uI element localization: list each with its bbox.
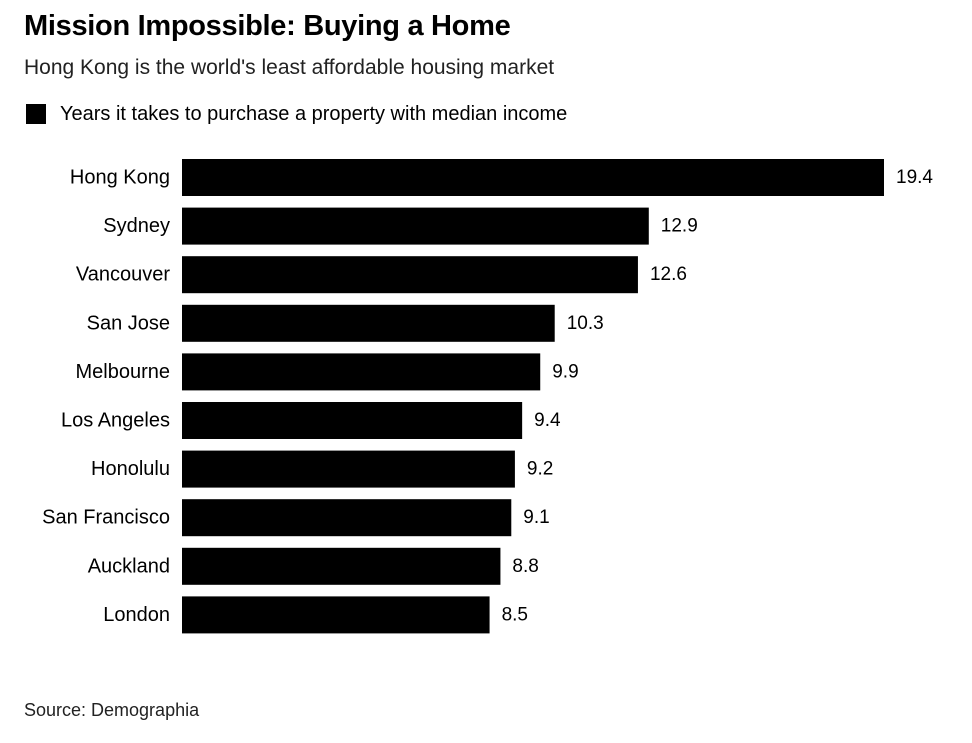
category-label-sydney: Sydney xyxy=(103,215,170,237)
value-label-sydney: 12.9 xyxy=(661,216,698,237)
value-label-hong-kong: 19.4 xyxy=(896,167,933,188)
legend-swatch xyxy=(26,104,46,124)
bar-melbourne xyxy=(182,353,541,391)
category-label-vancouver: Vancouver xyxy=(76,264,170,286)
value-label-melbourne: 9.9 xyxy=(552,361,578,382)
value-label-san-francisco: 9.1 xyxy=(523,507,549,528)
legend: Years it takes to purchase a property wi… xyxy=(26,101,567,127)
bar-los-angeles xyxy=(182,402,523,439)
bar-london xyxy=(182,596,490,634)
category-label-melbourne: Melbourne xyxy=(75,361,170,383)
value-label-auckland: 8.8 xyxy=(512,556,538,577)
bar-honolulu xyxy=(182,450,515,488)
chart-subtitle: Hong Kong is the world's least affordabl… xyxy=(24,56,555,79)
category-label-honolulu: Honolulu xyxy=(91,458,170,480)
bar-san-jose xyxy=(182,304,555,342)
value-label-honolulu: 9.2 xyxy=(527,459,553,480)
bar-san-francisco xyxy=(182,499,512,537)
bar-auckland xyxy=(182,547,501,585)
category-label-auckland: Auckland xyxy=(88,555,170,577)
bar-vancouver xyxy=(182,256,638,294)
category-label-london: London xyxy=(103,604,170,626)
value-label-vancouver: 12.6 xyxy=(650,264,687,285)
bar-sydney xyxy=(182,207,649,245)
value-label-london: 8.5 xyxy=(502,604,528,625)
category-label-san-francisco: San Francisco xyxy=(42,507,170,529)
bar-hong-kong xyxy=(182,159,884,196)
category-label-san-jose: San Jose xyxy=(87,312,170,334)
chart-title: Mission Impossible: Buying a Home xyxy=(24,10,511,42)
bar-chart: Hong Kong 19.4 Sydney 12.9 Vancouver 12.6 San … xyxy=(42,159,933,634)
category-label-los-angeles: Los Angeles xyxy=(61,410,170,432)
source-note: Source: Demographia xyxy=(24,700,200,720)
legend-label: Years it takes to purchase a property wi… xyxy=(60,102,568,125)
category-label-hong-kong: Hong Kong xyxy=(70,167,170,189)
value-label-los-angeles: 9.4 xyxy=(534,410,561,431)
value-label-san-jose: 10.3 xyxy=(567,313,604,334)
